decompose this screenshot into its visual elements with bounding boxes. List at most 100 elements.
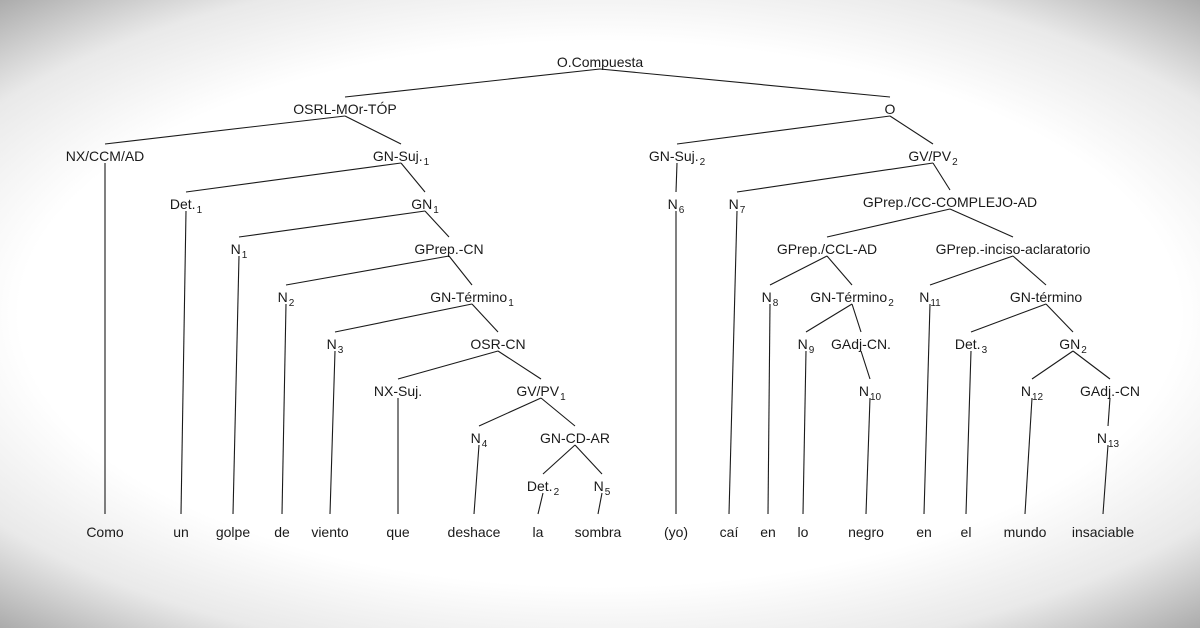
tree-edge-gn1-gprepcn: [424, 210, 450, 238]
node-label-gprepcc: GPrep./CC-COMPLEJO-AD: [863, 194, 1037, 210]
node-label-root: O.Compuesta: [557, 54, 644, 70]
node-subscript-n2: 2: [289, 298, 295, 309]
node-label-gn1: GN1: [411, 196, 439, 216]
node-subscript-n7: 7: [740, 205, 746, 216]
tree-edge-osrl-nx_ccm: [104, 115, 346, 145]
tree-edge-gnterm1-n3: [334, 303, 473, 333]
node-label-gnterm1: GN-Término1: [430, 289, 514, 309]
node-label-n9: N9: [798, 336, 815, 356]
tree-edge-gprepccl-n8: [769, 255, 828, 286]
sentence-word: viento: [311, 524, 349, 540]
sentence-word: caí: [720, 524, 739, 540]
tree-edge-gn2-n12: [1031, 350, 1074, 380]
tree-edge-gn2-gadjcn2: [1072, 350, 1111, 380]
node-label-gn2: GN2: [1059, 336, 1087, 356]
tree-edge-gvpv2-n7: [736, 162, 934, 193]
node-label-gprepinc: GPrep.-inciso-aclaratorio: [936, 241, 1091, 257]
node-label-osrl: OSRL-MOr-TÓP: [293, 101, 396, 117]
tree-edge-gnsuj1-det1: [185, 162, 402, 193]
tree-edge-gprepinc-gntermino: [1012, 255, 1047, 286]
node-label-nxsuj: NX-Suj.: [374, 383, 422, 399]
sentence-word: mundo: [1004, 524, 1047, 540]
sentence-word: insaciable: [1072, 524, 1134, 540]
tree-edge-root-o: [599, 68, 891, 98]
node-subscript-n13: 13: [1108, 439, 1120, 450]
node-subscript-n8: 8: [773, 298, 779, 309]
node-label-n5: N5: [594, 478, 611, 498]
tree-edge-osrcn-nxsuj: [397, 350, 499, 380]
node-subscript-det1: 1: [197, 205, 203, 216]
node-subscript-n6: 6: [679, 205, 685, 216]
node-label-det2: Det.2: [527, 478, 560, 498]
node-label-n10: N10: [859, 383, 882, 403]
node-subscript-gn2: 2: [1081, 345, 1087, 356]
sentence-word: un: [173, 524, 189, 540]
node-subscript-n1: 1: [242, 250, 248, 261]
tree-edge-o-gvpv2: [889, 115, 934, 145]
node-subscript-n4: 4: [482, 439, 488, 450]
sentence-word: negro: [848, 524, 884, 540]
tree-edge-gncdar-det2: [542, 444, 576, 475]
tree-edge-gnterm1-osrcn: [471, 303, 499, 333]
tree-edge-gn1-n1: [238, 210, 426, 238]
sentence-word: la: [533, 524, 544, 540]
tree-edge-n11-word: [923, 303, 931, 515]
node-label-gncdar: GN-CD-AR: [540, 430, 610, 446]
tree-edges: [104, 68, 1111, 515]
node-subscript-gnterm2: 2: [888, 298, 894, 309]
node-subscript-gnsuj2: 2: [700, 157, 706, 168]
tree-edge-det2-word: [537, 492, 544, 515]
tree-edge-gprepinc-n11: [929, 255, 1014, 286]
node-subscript-n5: 5: [605, 487, 611, 498]
node-label-gadjcn2: GAdj.-CN: [1080, 383, 1140, 399]
tree-edge-det3-word: [965, 350, 972, 515]
tree-edge-gncdar-n5: [574, 444, 603, 475]
tree-edge-gnterm2-gadjcn: [851, 303, 862, 333]
node-label-nx_ccm: NX/CCM/AD: [66, 148, 145, 164]
node-subscript-n9: 9: [809, 345, 815, 356]
node-subscript-gn1: 1: [433, 205, 439, 216]
node-subscript-n10: 10: [870, 392, 882, 403]
tree-edge-o-gnsuj2: [676, 115, 891, 145]
tree-edge-root-osrl: [344, 68, 601, 98]
tree-edge-gnterm2-n9: [805, 303, 853, 333]
sentence-word: el: [961, 524, 972, 540]
node-label-n6: N6: [668, 196, 685, 216]
node-subscript-gvpv2: 2: [952, 157, 958, 168]
node-label-gnterm2: GN-Término2: [810, 289, 894, 309]
tree-edge-gvpv2-gprepcc: [932, 162, 951, 191]
node-subscript-det3: 3: [982, 345, 988, 356]
tree-edge-n7-word: [728, 210, 738, 515]
sentence-word: golpe: [216, 524, 250, 540]
node-label-n11: N11: [919, 289, 941, 309]
tree-edge-gadjcn2-n13: [1107, 397, 1111, 427]
tree-edge-n12-word: [1024, 397, 1033, 515]
node-subscript-gnsuj1: 1: [424, 157, 430, 168]
node-label-gprepcn: GPrep.-CN: [414, 241, 483, 257]
node-label-gnsuj2: GN-Suj.2: [649, 148, 706, 168]
tree-edge-n4-word: [473, 444, 480, 515]
tree-edge-gprepcc-gprepinc: [949, 208, 1014, 238]
tree-edge-gnsuj2-n6: [675, 162, 678, 193]
tree-edge-osrcn-gvpv1: [497, 350, 542, 380]
sentence-word: en: [916, 524, 932, 540]
tree-edge-gprepcn-n2: [285, 255, 450, 286]
node-subscript-gnterm1: 1: [508, 298, 514, 309]
sentence-word: (yo): [664, 524, 688, 540]
node-label-gnsuj1: GN-Suj.1: [373, 148, 430, 168]
tree-edge-n1-word: [232, 255, 240, 515]
sentence-word: Como: [86, 524, 124, 540]
node-label-det1: Det.1: [170, 196, 203, 216]
tree-edge-gntermino-gn2: [1045, 303, 1074, 333]
sentence-word: que: [386, 524, 410, 540]
node-label-gadjcn: GAdj-CN.: [831, 336, 891, 352]
node-label-gprepccl: GPrep./CCL-AD: [777, 241, 877, 257]
node-subscript-n3: 3: [338, 345, 344, 356]
node-label-n7: N7: [729, 196, 746, 216]
tree-edge-n8-word: [767, 303, 771, 515]
sentence-word: deshace: [448, 524, 501, 540]
node-label-n4: N4: [471, 430, 488, 450]
node-label-n3: N3: [327, 336, 344, 356]
sentence-word: en: [760, 524, 776, 540]
tree-edge-gvpv1-n4: [478, 397, 542, 427]
